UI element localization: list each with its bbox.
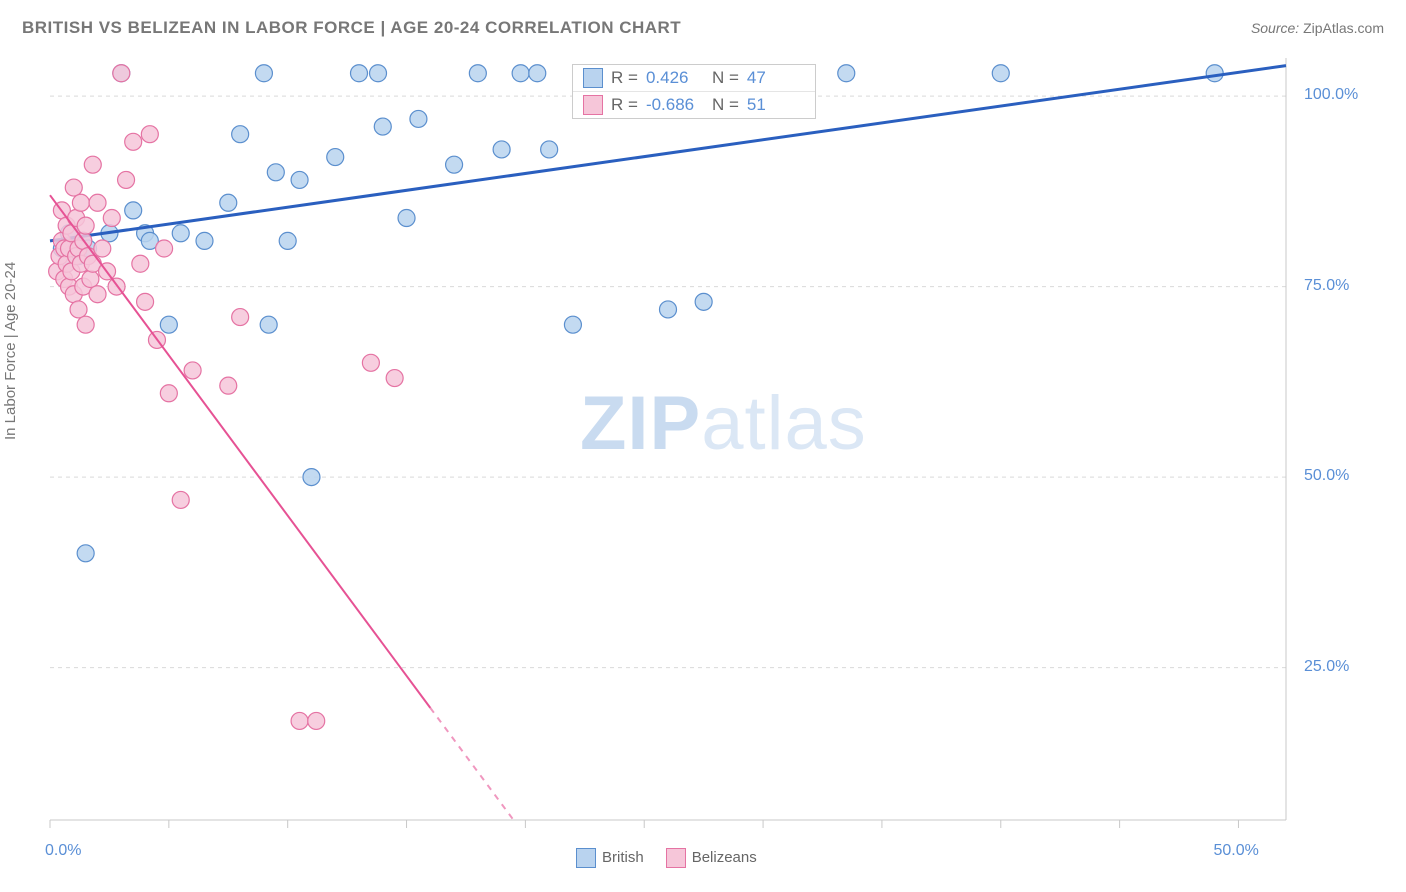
- legend-item: Belizeans: [666, 848, 757, 868]
- y-tick-label: 25.0%: [1304, 658, 1349, 676]
- stats-r-value: -0.686: [646, 95, 704, 115]
- y-tick-label: 50.0%: [1304, 467, 1349, 485]
- stats-legend-box: R = 0.426 N = 47 R = -0.686 N = 51: [572, 64, 816, 119]
- correlation-scatter-chart: [0, 0, 1406, 892]
- legend-swatch: [576, 848, 596, 868]
- stats-r-value: 0.426: [646, 68, 704, 88]
- legend-label: Belizeans: [692, 849, 757, 866]
- stats-r-label: R =: [611, 95, 638, 115]
- y-tick-label: 75.0%: [1304, 277, 1349, 295]
- legend-bottom: British Belizeans: [576, 848, 757, 868]
- stats-n-value: 47: [747, 68, 805, 88]
- legend-item: British: [576, 848, 644, 868]
- stats-n-label: N =: [712, 95, 739, 115]
- stats-row: R = -0.686 N = 51: [573, 92, 815, 118]
- stats-n-label: N =: [712, 68, 739, 88]
- x-tick-label: 50.0%: [1213, 842, 1258, 860]
- y-tick-label: 100.0%: [1304, 86, 1358, 104]
- stats-row: R = 0.426 N = 47: [573, 65, 815, 92]
- stats-swatch: [583, 68, 603, 88]
- legend-label: British: [602, 849, 644, 866]
- stats-n-value: 51: [747, 95, 805, 115]
- stats-swatch: [583, 95, 603, 115]
- stats-r-label: R =: [611, 68, 638, 88]
- x-tick-label: 0.0%: [45, 842, 81, 860]
- legend-swatch: [666, 848, 686, 868]
